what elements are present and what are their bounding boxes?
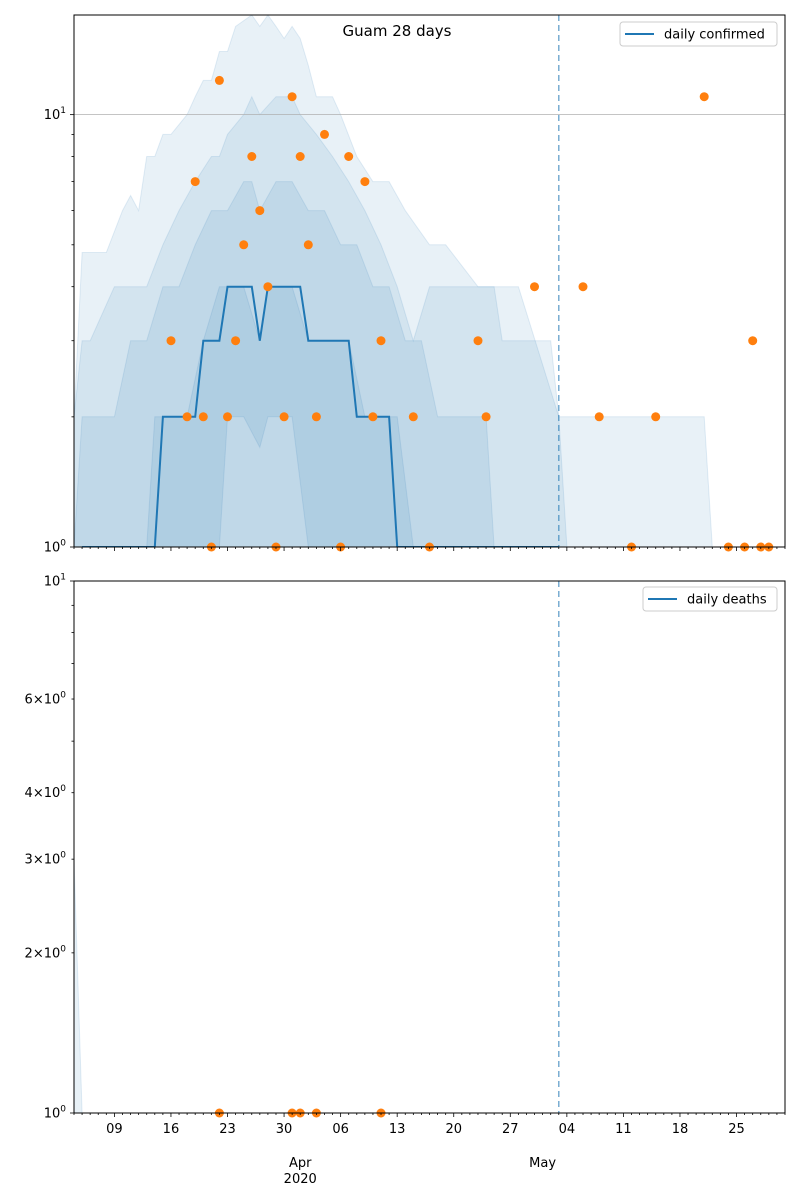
confirmed-point-20 bbox=[344, 152, 354, 161]
confirmed-point-28 bbox=[530, 282, 539, 292]
confirmed-point-23 bbox=[376, 336, 386, 346]
confirmed-x-ticks bbox=[73, 547, 786, 551]
x-tick-label-7: 27 bbox=[502, 1122, 519, 1137]
x-tick-label-6: 20 bbox=[445, 1122, 462, 1137]
confirmed-point-5 bbox=[214, 75, 224, 85]
confirmed-point-3 bbox=[198, 412, 208, 422]
confirmed-point-0 bbox=[166, 336, 176, 346]
confirmed-point-33 bbox=[699, 92, 709, 102]
confirmed-bands bbox=[74, 15, 713, 547]
confirmed-band-1 bbox=[74, 95, 568, 547]
confirmed-plot-area bbox=[74, 15, 785, 547]
confirmed-y-tick-label-0: 101 bbox=[44, 106, 66, 123]
confirmed-point-13 bbox=[279, 412, 289, 422]
confirmed-point-11 bbox=[263, 282, 273, 292]
confirmed-point-17 bbox=[311, 412, 321, 422]
deaths-y-tick-label-5: 100 bbox=[44, 1105, 67, 1122]
confirmed-legend-label: daily confirmed bbox=[664, 28, 765, 43]
x-tick-label-11: 25 bbox=[728, 1122, 745, 1137]
chart-title: Guam 28 days bbox=[343, 22, 452, 40]
confirmed-legend: daily confirmed bbox=[619, 21, 778, 47]
confirmed-point-9 bbox=[247, 152, 257, 161]
x-month-label-1: May bbox=[529, 1156, 556, 1171]
confirmed-point-27 bbox=[481, 412, 491, 422]
deaths-x-labels: 09 16 23 30 06 13 20 27 04 11 18 25 Apr May 2020 bbox=[106, 1122, 745, 1187]
confirmed-point-16 bbox=[303, 240, 313, 250]
confirmed-band-0 bbox=[74, 15, 713, 547]
confirmed-point-21 bbox=[360, 177, 370, 187]
confirmed-band-2 bbox=[74, 181, 495, 547]
confirmed-point-10 bbox=[255, 206, 265, 216]
x-tick-label-5: 13 bbox=[389, 1122, 406, 1137]
confirmed-point-36 bbox=[748, 336, 758, 346]
confirmed-point-24 bbox=[408, 412, 418, 422]
deaths-panel: 101 6×100 4×100 3×100 2×100 100 09 16 23 30 06 13 2… bbox=[25, 573, 786, 1187]
confirmed-point-2 bbox=[190, 177, 200, 187]
deaths-x-ticks bbox=[73, 1113, 786, 1117]
deaths-y-ticks: 101 6×100 4×100 3×100 2×100 100 bbox=[25, 573, 74, 1122]
confirmed-point-30 bbox=[594, 412, 604, 422]
deaths-band-0 bbox=[74, 859, 83, 1113]
confirmed-point-32 bbox=[651, 412, 661, 422]
confirmed-point-1 bbox=[182, 412, 192, 422]
x-tick-label-2: 23 bbox=[219, 1122, 236, 1137]
confirmed-y-tick-label-1: 100 bbox=[44, 539, 67, 556]
confirmed-point-8 bbox=[239, 240, 249, 250]
deaths-y-tick-label-4: 2×100 bbox=[25, 944, 67, 961]
confirmed-panel: 101 100 Guam 28 days daily confirmed bbox=[44, 14, 786, 556]
deaths-legend-label: daily deaths bbox=[687, 593, 767, 608]
deaths-legend-box bbox=[642, 586, 778, 612]
x-tick-label-4: 06 bbox=[332, 1122, 349, 1137]
deaths-y-tick-label-3: 3×100 bbox=[25, 851, 67, 868]
x-year-label: 2020 bbox=[284, 1172, 317, 1187]
confirmed-y-ticks: 101 100 bbox=[44, 106, 74, 556]
deaths-bands bbox=[74, 859, 83, 1113]
confirmed-point-22 bbox=[368, 412, 378, 422]
deaths-y-tick-label-2: 4×100 bbox=[25, 784, 67, 801]
deaths-y-tick-label-1: 6×100 bbox=[25, 691, 67, 708]
confirmed-point-15 bbox=[295, 152, 305, 161]
confirmed-point-7 bbox=[231, 336, 241, 346]
confirmed-point-6 bbox=[223, 412, 232, 422]
confirmed-point-14 bbox=[287, 92, 297, 102]
x-tick-label-1: 16 bbox=[163, 1122, 180, 1137]
deaths-plot-area bbox=[74, 581, 785, 1113]
deaths-legend: daily deaths bbox=[642, 586, 778, 612]
confirmed-points bbox=[166, 75, 774, 552]
confirmed-legend-box bbox=[619, 21, 778, 47]
confirmed-point-18 bbox=[320, 129, 329, 139]
confirmed-point-29 bbox=[578, 282, 588, 292]
x-tick-label-0: 09 bbox=[106, 1122, 123, 1137]
deaths-y-tick-label-0: 101 bbox=[44, 573, 66, 590]
x-tick-label-3: 30 bbox=[276, 1122, 293, 1137]
x-tick-label-9: 11 bbox=[615, 1122, 632, 1137]
x-tick-label-10: 18 bbox=[672, 1122, 689, 1137]
x-month-label-0: Apr bbox=[289, 1156, 312, 1171]
x-tick-label-8: 04 bbox=[559, 1122, 576, 1137]
confirmed-point-26 bbox=[473, 336, 483, 346]
